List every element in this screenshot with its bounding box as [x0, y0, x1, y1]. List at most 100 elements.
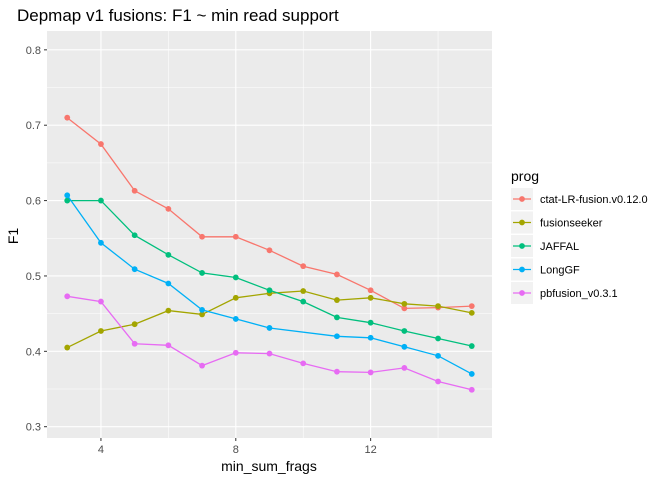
data-point [300, 263, 307, 270]
series-ctat-LR-fusion.v0.12.0 [64, 114, 475, 312]
data-point [232, 349, 239, 356]
data-point [300, 298, 307, 305]
data-point [232, 233, 239, 240]
legend-key-point [519, 219, 525, 226]
y-tick-label: 0.6 [26, 196, 41, 208]
legend-label: LongGF [540, 265, 580, 277]
series-fusionseeker [64, 288, 475, 351]
data-point [98, 141, 104, 147]
series-line [66, 194, 473, 375]
series-layer [64, 114, 475, 393]
x-tick-label: 8 [233, 444, 239, 456]
y-axis-title: F1 [5, 228, 21, 245]
y-tick-label: 0.8 [26, 45, 41, 57]
chart-title: Depmap v1 fusions: F1 ~ min read support [17, 6, 339, 25]
y-tick-label: 0.7 [26, 120, 41, 132]
data-point [334, 314, 340, 321]
legend-key-point [519, 196, 525, 202]
series-LongGF [64, 192, 475, 377]
data-point [401, 328, 408, 334]
data-point [199, 306, 205, 313]
data-point [266, 247, 273, 254]
data-point [165, 307, 172, 314]
x-tick-label: 4 [98, 444, 104, 456]
data-point [401, 300, 408, 307]
data-point [435, 352, 441, 359]
data-point [165, 205, 172, 212]
legend-item: pbfusion_v0.3.1 [511, 282, 618, 304]
data-point [334, 271, 340, 278]
data-point [98, 298, 104, 305]
data-point [232, 294, 239, 301]
data-point [64, 197, 71, 204]
y-tick-label: 0.4 [26, 346, 41, 358]
legend-item: ctat-LR-fusion.v0.12.0 [511, 188, 648, 210]
legend-item: fusionseeker [511, 211, 603, 234]
data-point [367, 319, 374, 326]
y-tick-label: 0.5 [26, 271, 41, 283]
data-point [367, 294, 374, 301]
data-point [131, 340, 138, 347]
series-pbfusion_v0.3.1 [64, 293, 475, 393]
data-point [334, 333, 340, 340]
data-point [131, 321, 138, 328]
legend-item: JAFFAL [511, 235, 579, 257]
data-point [367, 334, 374, 341]
data-point [165, 280, 172, 287]
legend-label: pbfusion_v0.3.1 [540, 288, 618, 300]
data-point [435, 335, 441, 342]
data-point [199, 362, 205, 369]
data-point [266, 287, 273, 294]
data-point [468, 309, 475, 316]
data-point [64, 192, 71, 199]
x-axis-title: min_sum_frags [221, 458, 317, 474]
data-point [131, 232, 138, 239]
data-point [367, 287, 374, 294]
legend-item: LongGF [511, 258, 580, 281]
data-point [64, 293, 71, 300]
data-point [300, 360, 307, 367]
legend-label: JAFFAL [540, 241, 579, 253]
y-tick-label: 0.3 [26, 422, 41, 434]
data-point [334, 368, 340, 375]
data-point [401, 343, 408, 350]
legend: prog ctat-LR-fusion.v0.12.0 fusionseeker J… [511, 168, 648, 304]
legend-label: ctat-LR-fusion.v0.12.0 [540, 194, 648, 206]
legend-title: prog [511, 168, 539, 184]
data-point [300, 288, 307, 294]
x-tick-label: 12 [365, 444, 377, 456]
axes: 4 8 12 0.3 0.4 0.5 0.6 0.7 0.8 [26, 45, 377, 456]
data-point [199, 311, 205, 318]
data-point [367, 369, 374, 376]
data-point [165, 342, 172, 349]
legend-key-point [519, 266, 525, 273]
data-point [232, 274, 239, 281]
data-point [468, 343, 475, 349]
legend-key-point [519, 290, 525, 296]
plot-panel [47, 31, 492, 438]
data-point [199, 270, 205, 276]
data-point [266, 325, 273, 331]
data-point [98, 239, 104, 246]
data-point [98, 197, 104, 204]
data-point [401, 305, 408, 312]
data-point [266, 350, 273, 357]
data-point [131, 187, 138, 194]
data-point [435, 303, 441, 310]
data-point [468, 303, 475, 310]
data-point [98, 328, 104, 334]
data-point [468, 386, 475, 393]
data-point [232, 316, 239, 322]
series-JAFFAL [64, 197, 475, 349]
legend-key-point [519, 243, 525, 249]
data-point [468, 371, 475, 377]
data-point [64, 114, 71, 121]
data-point [435, 378, 441, 385]
data-point [334, 297, 340, 303]
data-point [401, 365, 408, 371]
legend-label: fusionseeker [540, 218, 603, 230]
data-point [64, 344, 71, 351]
data-point [199, 233, 205, 240]
data-point [165, 251, 172, 258]
